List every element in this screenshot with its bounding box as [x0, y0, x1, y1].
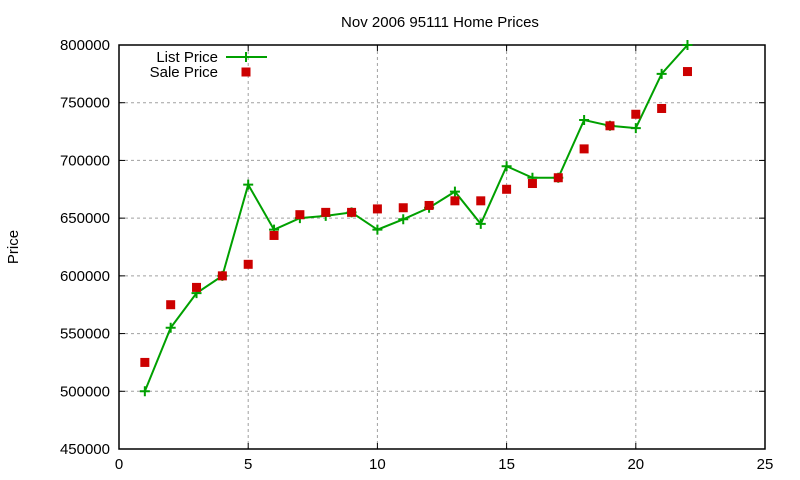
- x-tick-label: 25: [757, 456, 774, 473]
- list-price-marker: [475, 218, 486, 229]
- sale-price-marker: [527, 179, 537, 189]
- data-series: [139, 40, 693, 397]
- sale-price-marker: [166, 300, 176, 310]
- y-tick-label: 550000: [60, 326, 110, 343]
- list-price-line: [143, 44, 689, 392]
- x-tick-label: 10: [369, 456, 386, 473]
- sale-price-marker: [140, 357, 150, 367]
- y-tick-label: 500000: [60, 383, 110, 400]
- grid-lines: [119, 45, 765, 449]
- chart-title: Nov 2006 95111 Home Prices: [341, 14, 539, 31]
- sale-price-marker: [657, 103, 667, 113]
- sale-price-marker: [295, 210, 305, 220]
- sale-price-marker: [321, 207, 331, 217]
- sale-price-marker: [372, 204, 382, 214]
- y-tick-label: 450000: [60, 441, 110, 458]
- plot-border: [118, 44, 766, 450]
- x-tick-label: 15: [498, 456, 515, 473]
- list-price-marker: [501, 161, 512, 172]
- list-price-marker: [630, 123, 641, 134]
- sale-price-marker: [192, 282, 202, 292]
- sale-price-marker: [579, 144, 589, 154]
- sale-price-marker: [450, 196, 460, 206]
- list-price-marker: [656, 68, 667, 79]
- x-axis-ticks: 0 5 10 15 20 25: [115, 45, 774, 473]
- axes: [118, 44, 766, 450]
- legend-label-list-price: List Price: [156, 49, 218, 66]
- list-price-marker: [139, 386, 150, 397]
- list-price-marker: [243, 179, 254, 190]
- sale-price-marker: [217, 271, 227, 281]
- sale-price-marker: [502, 184, 512, 194]
- legend-marker-list-price: [241, 52, 251, 62]
- sale-price-marker: [347, 207, 357, 217]
- y-tick-label: 800000: [60, 37, 110, 54]
- x-tick-label: 20: [627, 456, 644, 473]
- y-tick-label: 750000: [60, 95, 110, 112]
- x-tick-label: 0: [115, 456, 123, 473]
- sale-price-marker: [398, 203, 408, 213]
- list-price-marker: [165, 322, 176, 333]
- list-price-marker: [398, 214, 409, 225]
- sale-price-marker: [553, 173, 563, 183]
- legend-label-sale-price: Sale Price: [150, 64, 218, 81]
- y-tick-label: 650000: [60, 210, 110, 227]
- sale-price-marker: [243, 259, 253, 269]
- sale-price-marker: [476, 196, 486, 206]
- list-price-marker: [449, 186, 460, 197]
- list-price-marker: [579, 115, 590, 126]
- sale-price-marker: [424, 200, 434, 210]
- list-price-marker: [682, 40, 693, 50]
- y-tick-label: 600000: [60, 268, 110, 285]
- y-axis-ticks: 450000 500000 550000 600000 650000 700000 7500…: [60, 37, 765, 458]
- y-tick-label: 700000: [60, 152, 110, 169]
- sale-price-marker: [631, 109, 641, 119]
- sale-price-marker: [269, 230, 279, 240]
- y-axis-label: Price: [5, 230, 22, 264]
- sale-price-marker: [682, 67, 692, 77]
- x-tick-label: 5: [244, 456, 252, 473]
- sale-price-marker: [605, 121, 615, 131]
- legend-marker-sale-price: [241, 67, 251, 77]
- list-price-marker: [372, 224, 383, 235]
